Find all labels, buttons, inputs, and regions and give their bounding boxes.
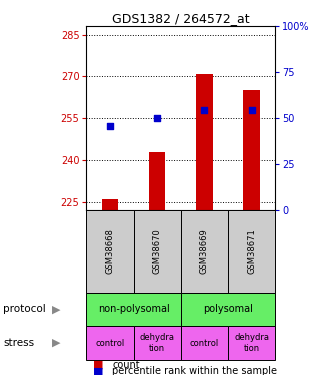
Text: polysomal: polysomal [203,304,253,314]
Text: GSM38670: GSM38670 [153,228,162,274]
Point [249,107,254,113]
Bar [134,210,181,292]
Text: ■: ■ [93,360,103,369]
Text: percentile rank within the sample: percentile rank within the sample [112,366,277,375]
Bar [86,210,134,292]
Text: GSM38669: GSM38669 [200,228,209,274]
Title: GDS1382 / 264572_at: GDS1382 / 264572_at [112,12,250,25]
Point [108,123,113,129]
Text: dehydra
tion: dehydra tion [140,333,175,353]
Bar [181,292,275,326]
Point [202,107,207,113]
Text: GSM38671: GSM38671 [247,228,256,274]
Bar [228,326,275,360]
Text: non-polysomal: non-polysomal [98,304,170,314]
Point [155,115,160,121]
Text: protocol: protocol [3,304,46,314]
Bar [196,74,213,210]
Text: ▶: ▶ [52,338,60,348]
Text: control: control [190,339,219,348]
Bar [181,210,228,292]
Bar [86,326,134,360]
Bar [102,199,118,210]
Bar [149,152,165,210]
Bar [134,326,181,360]
Text: dehydra
tion: dehydra tion [234,333,269,353]
Text: stress: stress [3,338,34,348]
Text: GSM38668: GSM38668 [106,228,115,274]
Bar [86,292,181,326]
Bar [243,90,260,210]
Bar [228,210,275,292]
Text: count: count [112,360,140,369]
Bar [181,326,228,360]
Text: control: control [95,339,124,348]
Text: ■: ■ [93,366,103,375]
Text: ▶: ▶ [52,304,60,314]
